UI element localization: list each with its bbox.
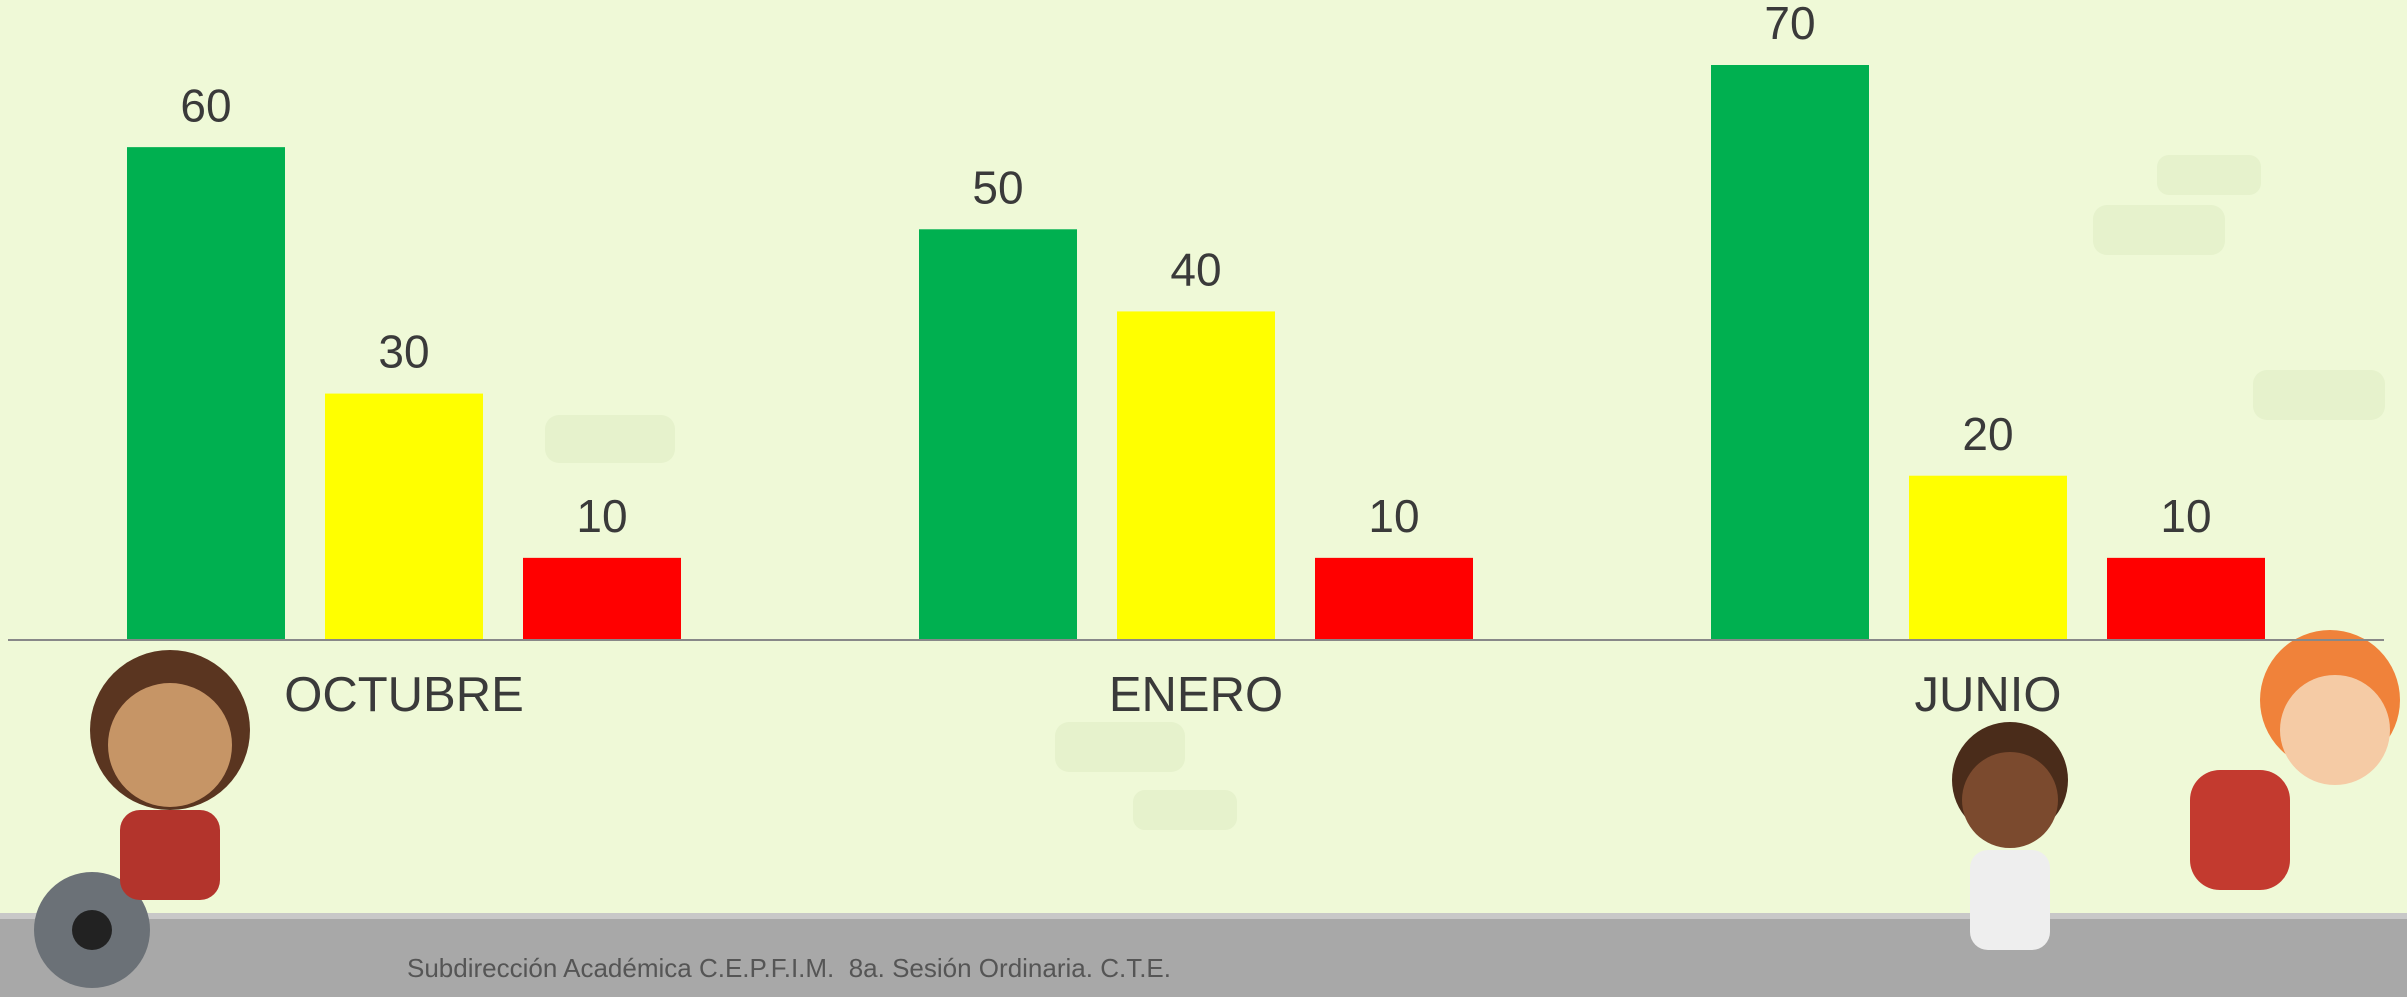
chart: 60 30 10 OCTUBRE 50 40 10 ENERO 70 20 10 JUNIO Subd… (0, 0, 2407, 997)
data-label: 20 (1962, 408, 2013, 460)
data-label: 30 (378, 326, 429, 378)
data-label: 10 (576, 490, 627, 542)
x-tick-label: OCTUBRE (284, 668, 524, 722)
data-label: 10 (1368, 490, 1419, 542)
bar (1315, 558, 1473, 640)
bar (2107, 558, 2265, 640)
bar (1909, 476, 2067, 640)
page: 60 30 10 OCTUBRE 50 40 10 ENERO 70 20 10 JUNIO Subd… (0, 0, 2407, 997)
data-label: 70 (1764, 0, 1815, 49)
data-label: 60 (180, 79, 231, 131)
bar (127, 147, 285, 640)
bar (1117, 311, 1275, 640)
footer-text: Subdirección Académica C.E.P.F.I.M. 8a. … (407, 953, 1171, 983)
data-label: 10 (2160, 490, 2211, 542)
bar (325, 394, 483, 640)
bar (523, 558, 681, 640)
bar (919, 229, 1077, 640)
data-label: 40 (1170, 244, 1221, 296)
bar (1711, 65, 1869, 640)
x-tick-label: JUNIO (1915, 668, 2062, 722)
data-label: 50 (972, 161, 1023, 213)
x-tick-label: ENERO (1109, 668, 1283, 722)
